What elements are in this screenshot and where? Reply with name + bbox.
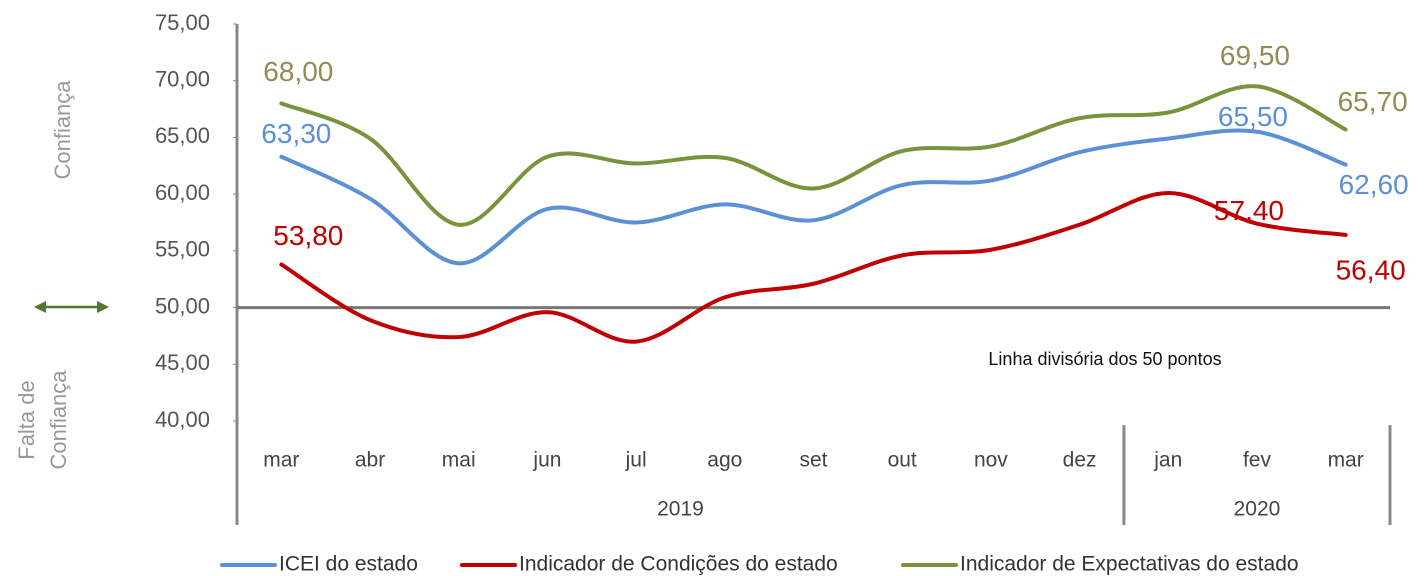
y-tick-label: 50,00 [155, 293, 210, 318]
group-label: 2019 [657, 498, 704, 521]
no-confidence-label: Confiança [46, 370, 71, 470]
y-tick-label: 70,00 [155, 67, 210, 92]
x-tick-label: dez [1063, 449, 1097, 472]
x-tick-label: set [799, 449, 827, 472]
y-tick-label: 75,00 [155, 10, 210, 35]
series-line [279, 191, 1348, 344]
x-tick-label: jun [532, 449, 561, 472]
x-tick-label: jul [625, 449, 647, 472]
double-arrow [34, 301, 109, 313]
x-tick-label: nov [974, 449, 1008, 472]
data-label: 53,80 [273, 220, 343, 251]
data-label: 62,60 [1339, 169, 1409, 200]
series-line [279, 128, 1348, 266]
x-tick-label: fev [1243, 449, 1272, 472]
data-label: 56,40 [1336, 254, 1406, 285]
legend-label: Indicador de Condições do estado [519, 553, 838, 576]
data-label: 57,40 [1214, 195, 1284, 226]
x-tick-label: ago [707, 449, 742, 472]
data-label: 68,00 [263, 56, 333, 87]
confidence-label: Confiança [50, 80, 75, 180]
y-tick-label: 60,00 [155, 180, 210, 205]
reference-label: Linha divisória dos 50 pontos [988, 349, 1221, 369]
data-label: 65,70 [1338, 86, 1408, 117]
x-tick-label: jan [1153, 449, 1182, 472]
x-tick-label: mar [1328, 449, 1364, 472]
group-label: 2020 [1234, 498, 1281, 521]
data-label: 69,50 [1220, 40, 1290, 71]
legend-label: Indicador de Expectativas do estado [960, 553, 1299, 576]
y-tick-label: 65,00 [155, 123, 210, 148]
data-label: 65,50 [1218, 101, 1288, 132]
x-tick-label: mar [263, 449, 299, 472]
series-line [279, 84, 1348, 227]
x-tick-label: out [888, 449, 917, 472]
y-tick-label: 55,00 [155, 237, 210, 262]
no-confidence-label: Falta de [14, 380, 39, 460]
legend-label: ICEI do estado [279, 553, 418, 576]
y-tick-label: 40,00 [155, 407, 210, 432]
x-tick-label: abr [355, 449, 385, 472]
y-tick-label: 45,00 [155, 350, 210, 375]
x-tick-label: mai [442, 449, 476, 472]
data-label: 63,30 [261, 118, 331, 149]
